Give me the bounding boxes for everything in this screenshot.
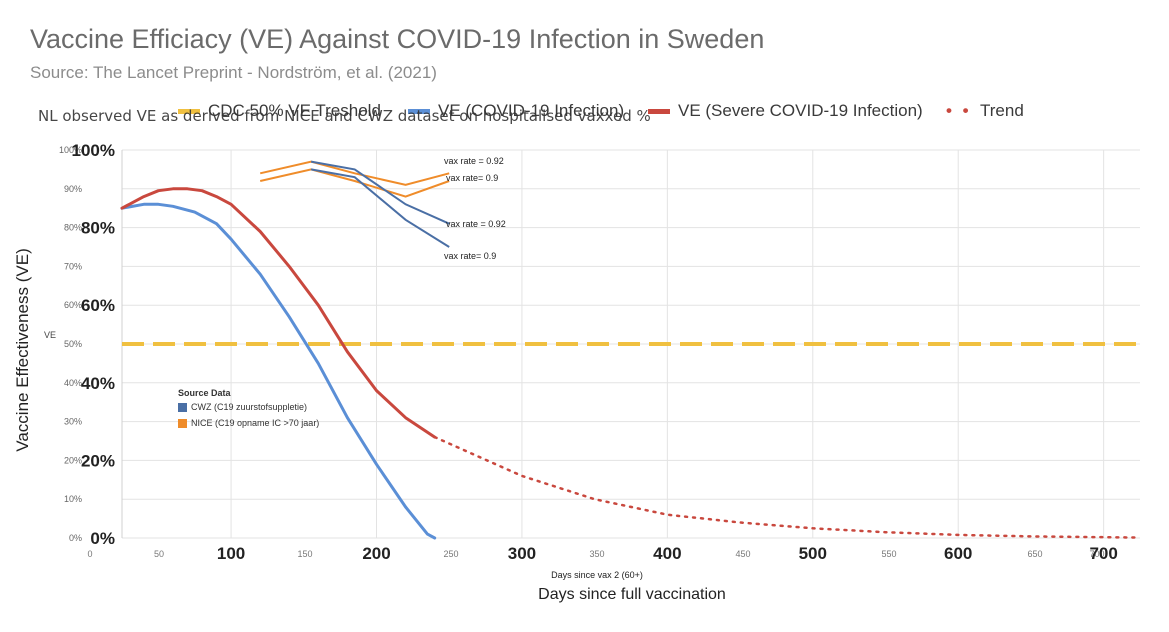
source-data-box: Source Data CWZ (C19 zuurstofsuppletie) … bbox=[178, 388, 319, 434]
x-tick-label-small: 250 bbox=[443, 549, 458, 559]
y-tick-label-small: 0% bbox=[69, 533, 82, 543]
x-tick-label-small: 150 bbox=[297, 549, 312, 559]
overlay-line-nice bbox=[259, 168, 450, 198]
source-data-item: CWZ (C19 zuurstofsuppletie) bbox=[178, 402, 319, 412]
x-tick-label: 400 bbox=[653, 544, 681, 563]
y-axis-sub-label: VE bbox=[44, 330, 57, 340]
y-tick-label-small: 70% bbox=[64, 261, 82, 271]
y-tick-label: 100% bbox=[72, 141, 115, 160]
source-data-label: CWZ (C19 zuurstofsuppletie) bbox=[191, 402, 308, 412]
legend-swatch-line-icon bbox=[408, 108, 430, 114]
overlay-layer bbox=[259, 160, 450, 248]
x-tick-label-small: 550 bbox=[881, 549, 896, 559]
legend-item-threshold: CDC 50% VE Treshold bbox=[178, 101, 381, 121]
legend-label: Trend bbox=[980, 101, 1024, 120]
overlay-note: NL observed VE as derived from NICE and … bbox=[38, 107, 651, 125]
y-tick-label-small: 30% bbox=[64, 417, 82, 427]
legend-item-ve-severe: VE (Severe COVID-19 Infection) bbox=[648, 101, 923, 121]
y-tick-label: 20% bbox=[81, 451, 115, 470]
legend-swatch-dots-icon: • • bbox=[946, 101, 972, 120]
legend-label: VE (Severe COVID-19 Infection) bbox=[678, 101, 923, 120]
y-tick-label-small: 40% bbox=[64, 378, 82, 388]
swatch-icon bbox=[178, 418, 187, 428]
chart-subtitle: Source: The Lancet Preprint - Nordström,… bbox=[30, 63, 437, 82]
legend-swatch-line-icon bbox=[648, 108, 670, 114]
legend-item-trend: • • Trend bbox=[946, 101, 1024, 121]
chart-title: Vaccine Efficiacy (VE) Against COVID-19 … bbox=[30, 24, 765, 54]
y-tick-label-small: 20% bbox=[64, 455, 82, 465]
overlay-line-cwz bbox=[310, 160, 450, 225]
x-tick-label: 500 bbox=[799, 544, 827, 563]
source-data-item: NICE (C19 opname IC >70 jaar) bbox=[178, 418, 319, 428]
overlay-line-cwz bbox=[310, 168, 450, 248]
series-layer bbox=[120, 187, 1142, 540]
source-data-label: NICE (C19 opname IC >70 jaar) bbox=[191, 418, 320, 428]
annotation-vax-rate: vax rate= 0.9 bbox=[444, 251, 497, 261]
x-tick-label: 300 bbox=[508, 544, 536, 563]
series-line-ve-covid-19-infection- bbox=[120, 202, 437, 540]
y-tick-label-small: 80% bbox=[64, 223, 82, 233]
x-axis-overlay-label: Days since vax 2 (60+) bbox=[551, 570, 643, 580]
x-tick-label: 100 bbox=[217, 544, 245, 563]
x-tick-label-small: 350 bbox=[589, 549, 604, 559]
x-tick-label: 700 bbox=[1089, 544, 1117, 563]
y-axis-label: Vaccine Effectiveness (VE) bbox=[13, 248, 32, 452]
annotation-vax-rate: vax rate= 0.9 bbox=[446, 173, 499, 183]
y-tick-label-small: 10% bbox=[64, 494, 82, 504]
x-tick-label-small: 0 bbox=[87, 549, 92, 559]
x-tick-label-small: 50 bbox=[154, 549, 164, 559]
source-data-title: Source Data bbox=[178, 388, 231, 398]
series-line-trend bbox=[433, 435, 1142, 539]
swatch-icon bbox=[178, 402, 187, 412]
overlay-line-nice bbox=[259, 160, 450, 186]
annotation-vax-rate: vax rate = 0.92 bbox=[444, 156, 504, 166]
y-tick-label-small: 100% bbox=[59, 145, 82, 155]
legend-swatch-dash-icon bbox=[178, 108, 200, 114]
y-tick-label-small: 90% bbox=[64, 184, 82, 194]
y-tick-label: 80% bbox=[81, 219, 115, 238]
y-tick-label: 0% bbox=[90, 529, 115, 548]
legend-label: VE (COVID-19 Infection) bbox=[438, 101, 625, 120]
x-tick-label: 200 bbox=[362, 544, 390, 563]
x-tick-label-small: 700 bbox=[1089, 549, 1104, 559]
x-tick-label: 600 bbox=[944, 544, 972, 563]
series-line-ve-severe-covid-19-infection- bbox=[120, 187, 437, 439]
x-tick-label-small: 650 bbox=[1027, 549, 1042, 559]
y-tick-label: 60% bbox=[81, 296, 115, 315]
y-tick-label: 40% bbox=[81, 374, 115, 393]
y-tick-label-small: 60% bbox=[64, 300, 82, 310]
legend-label: CDC 50% VE Treshold bbox=[208, 101, 381, 120]
x-axis-label: Days since full vaccination bbox=[538, 586, 726, 603]
legend-item-ve-infection: VE (COVID-19 Infection) bbox=[408, 101, 624, 121]
y-tick-label-small: 50% bbox=[64, 339, 82, 349]
x-tick-label-small: 450 bbox=[735, 549, 750, 559]
axis-tick-labels: 0% 10% 20% 30% 40% 50% 60% 70% 80% 90% 100% 0% 20% 40… bbox=[59, 141, 1118, 563]
annotation-vax-rate: vax rate = 0.92 bbox=[446, 219, 506, 229]
